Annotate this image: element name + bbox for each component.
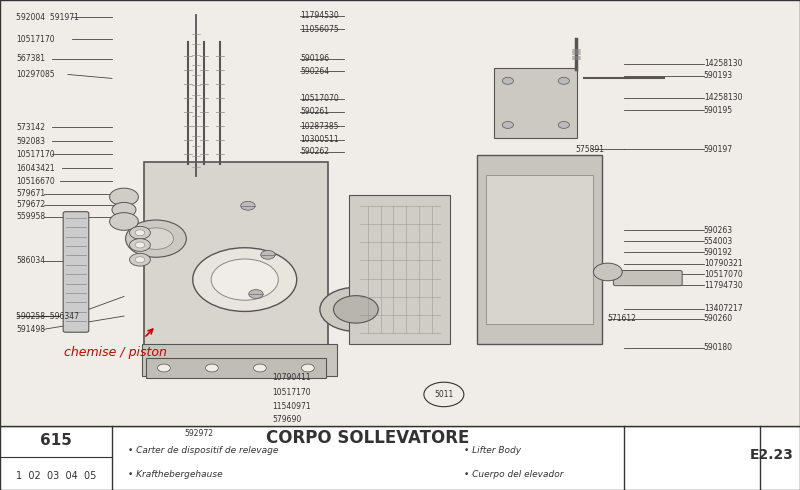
Text: 590195: 590195	[704, 106, 733, 115]
Text: 590263: 590263	[704, 226, 733, 235]
FancyBboxPatch shape	[146, 358, 326, 378]
Text: 586034: 586034	[16, 256, 45, 265]
Text: 11794530: 11794530	[300, 11, 338, 20]
Circle shape	[135, 230, 145, 236]
Text: 10300511: 10300511	[300, 135, 338, 144]
Text: 11056075: 11056075	[300, 25, 338, 34]
Text: 567381: 567381	[16, 54, 45, 63]
Text: 10287385: 10287385	[300, 122, 338, 131]
FancyBboxPatch shape	[0, 0, 800, 426]
Text: 571612: 571612	[608, 314, 637, 323]
Text: 590192: 590192	[704, 248, 733, 257]
FancyBboxPatch shape	[142, 344, 338, 376]
Circle shape	[135, 257, 145, 263]
Text: 573142: 573142	[16, 123, 45, 132]
Circle shape	[130, 239, 150, 251]
Text: 10517170: 10517170	[272, 388, 310, 396]
Circle shape	[241, 201, 255, 210]
Text: 590197: 590197	[704, 145, 733, 154]
Text: 10516670: 10516670	[16, 177, 54, 186]
Text: 590264: 590264	[300, 67, 329, 75]
Text: 592972: 592972	[184, 429, 213, 438]
Text: 5011: 5011	[434, 390, 454, 399]
FancyBboxPatch shape	[63, 212, 89, 332]
Text: 10517170: 10517170	[16, 150, 54, 159]
Text: 591498: 591498	[16, 325, 45, 334]
Text: 14258130: 14258130	[704, 59, 742, 68]
Circle shape	[135, 242, 145, 248]
Text: 615: 615	[40, 433, 72, 448]
Circle shape	[334, 295, 378, 323]
Circle shape	[254, 364, 266, 372]
Text: 10790411: 10790411	[272, 373, 310, 382]
Circle shape	[110, 188, 138, 206]
FancyBboxPatch shape	[614, 270, 682, 286]
Text: E2.23: E2.23	[750, 448, 794, 462]
Text: 10517070: 10517070	[300, 95, 338, 103]
Text: • Cuerpo del elevador: • Cuerpo del elevador	[464, 469, 563, 479]
Circle shape	[206, 364, 218, 372]
Text: CORPO SOLLEVATORE: CORPO SOLLEVATORE	[266, 429, 470, 447]
Text: 590196: 590196	[300, 54, 329, 63]
Circle shape	[211, 259, 278, 300]
Text: 11540971: 11540971	[272, 402, 310, 411]
Text: • Krafthebergehause: • Krafthebergehause	[128, 469, 222, 479]
Circle shape	[130, 253, 150, 266]
Text: 14258130: 14258130	[704, 94, 742, 102]
Circle shape	[558, 122, 570, 128]
Text: 554003: 554003	[704, 237, 733, 245]
Circle shape	[158, 364, 170, 372]
Text: 16043421: 16043421	[16, 164, 54, 172]
Text: 10297085: 10297085	[16, 70, 54, 79]
Circle shape	[502, 77, 514, 84]
Circle shape	[502, 122, 514, 128]
Circle shape	[130, 226, 150, 239]
Circle shape	[261, 250, 275, 259]
Text: 13407217: 13407217	[704, 304, 742, 313]
Text: 11794730: 11794730	[704, 281, 742, 290]
Circle shape	[249, 290, 263, 298]
Circle shape	[594, 263, 622, 281]
Circle shape	[126, 220, 186, 257]
FancyBboxPatch shape	[0, 426, 800, 490]
FancyBboxPatch shape	[478, 155, 602, 344]
Text: 559958: 559958	[16, 212, 45, 221]
FancyBboxPatch shape	[486, 175, 594, 324]
Text: 1  02  03  04  05: 1 02 03 04 05	[16, 471, 96, 481]
FancyBboxPatch shape	[350, 195, 450, 344]
Circle shape	[558, 77, 570, 84]
Text: 590180: 590180	[704, 343, 733, 352]
FancyBboxPatch shape	[144, 162, 328, 353]
Text: chemise / piston: chemise / piston	[64, 346, 167, 359]
Text: 10517170: 10517170	[16, 35, 54, 44]
Text: • Lifter Body: • Lifter Body	[464, 446, 521, 455]
Circle shape	[138, 228, 174, 249]
Circle shape	[112, 202, 136, 217]
Text: 10790321: 10790321	[704, 259, 742, 268]
Text: 579690: 579690	[272, 416, 301, 424]
Text: • Carter de dispositif de relevage: • Carter de dispositif de relevage	[128, 446, 278, 455]
Text: 590261: 590261	[300, 107, 329, 116]
Text: 579672: 579672	[16, 200, 45, 209]
Text: 592004  591971: 592004 591971	[16, 13, 79, 22]
Text: 579671: 579671	[16, 189, 45, 198]
Text: 10517070: 10517070	[704, 270, 742, 279]
Text: 592083: 592083	[16, 137, 45, 146]
Text: 590258  596347: 590258 596347	[16, 312, 79, 320]
Text: 575891: 575891	[576, 145, 605, 154]
Text: 590260: 590260	[704, 314, 733, 323]
Circle shape	[320, 287, 392, 331]
Text: 590262: 590262	[300, 147, 329, 156]
Text: 590193: 590193	[704, 72, 733, 80]
Circle shape	[193, 248, 297, 312]
FancyBboxPatch shape	[494, 68, 578, 138]
Circle shape	[110, 213, 138, 230]
Circle shape	[302, 364, 314, 372]
